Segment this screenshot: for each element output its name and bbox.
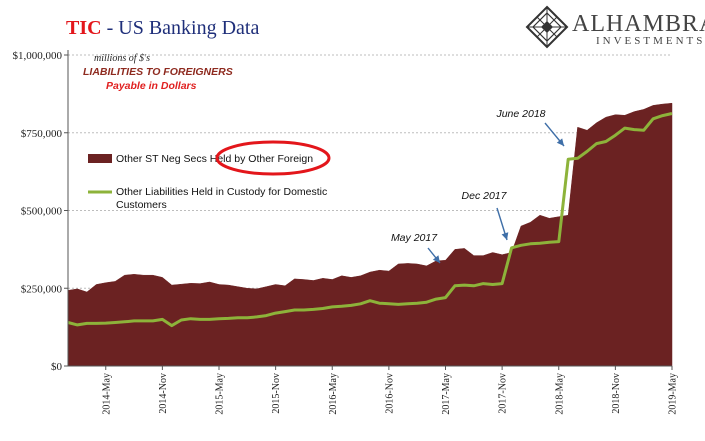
legend-label-line-part2: Customers (116, 199, 167, 211)
x-tick-label: 2017-Nov (498, 373, 509, 414)
annotation-label: June 2018 (495, 108, 545, 120)
y-tick-label: $1,000,000 (13, 50, 63, 62)
subtitle-payable: Payable in Dollars (106, 80, 197, 92)
alhambra-logo: ALHAMBRA INVESTMENTS (525, 5, 705, 49)
y-tick-label: $250,000 (21, 283, 63, 295)
title-separator: - (102, 17, 119, 39)
x-axis-ticks: 2014-May 2014-Nov 2015-May 2015-Nov 2016-May… (101, 366, 679, 415)
x-tick-label: 2016-May (328, 373, 339, 415)
axes (67, 50, 672, 367)
x-tick-label: 2018-May (554, 373, 565, 415)
logo-sub: INVESTMENTS (596, 35, 705, 47)
highlight-circle (215, 140, 331, 176)
annotation-arrow-head-icon (501, 232, 509, 240)
area-series-other-st-neg-secs (67, 102, 673, 367)
x-tick-label: 2014-May (101, 373, 112, 415)
annotation-arrow-head-icon (556, 138, 564, 146)
area-series-layer (67, 102, 673, 367)
logo-name: ALHAMBRA (572, 11, 705, 37)
annotations: May 2017 Dec 2017 June 2018 (391, 108, 565, 264)
chart-title: TIC - US Banking Data (66, 17, 259, 39)
diamond-lattice-icon (525, 5, 569, 49)
y-tick-label: $750,000 (21, 128, 63, 140)
x-tick-label: 2015-Nov (271, 373, 282, 414)
x-tick-label: 2017-May (441, 373, 452, 415)
x-tick-label: 2015-May (215, 373, 226, 415)
y-axis-ticks: $0 $250,000 $500,000 $750,000 $1,000,000 (13, 50, 68, 373)
subtitle-liabilities: LIABILITIES TO FOREIGNERS (83, 66, 233, 78)
title-brand: TIC (66, 17, 102, 39)
x-tick-label: 2018-Nov (611, 373, 622, 414)
x-tick-label: 2019-May (668, 373, 679, 415)
title-text: US Banking Data (118, 17, 259, 39)
legend: Other ST Neg Secs Held by Other Foreign … (88, 140, 331, 211)
legend-label-line-part1: Other Liabilities Held in Custody for Do… (116, 186, 327, 198)
legend-label-area: Other ST Neg Secs Held by Other Foreign (116, 153, 313, 165)
legend-label-line: Other Liabilities Held in Custody for Do… (116, 186, 330, 211)
units-note: millions of $'s (94, 53, 150, 64)
x-tick-label: 2014-Nov (158, 373, 169, 414)
x-tick-label: 2016-Nov (384, 373, 395, 414)
y-tick-label: $500,000 (21, 206, 63, 218)
y-tick-label: $0 (51, 361, 63, 373)
annotation-arrow-head-icon (432, 255, 440, 263)
line-series-custody-liabilities (67, 112, 673, 328)
annotation-label: May 2017 (391, 232, 438, 244)
legend-swatch-area (88, 154, 112, 163)
line-series-layer (67, 112, 673, 328)
annotation-label: Dec 2017 (462, 190, 508, 202)
